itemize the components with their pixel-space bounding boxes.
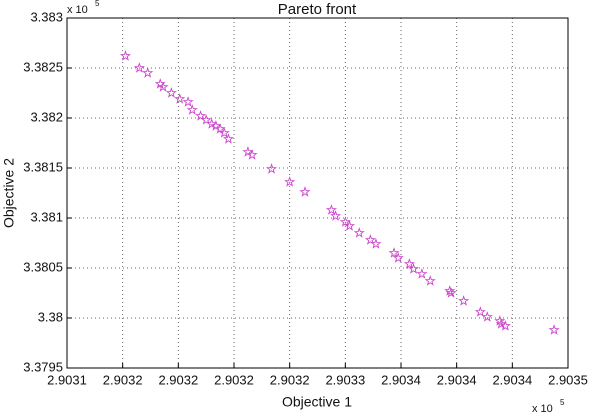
y-axis-label: Objective 2 — [1, 158, 17, 228]
x-axis-label: Objective 1 — [282, 394, 352, 410]
plot-frame — [66, 17, 569, 369]
point — [445, 287, 457, 298]
point — [407, 263, 420, 274]
point — [495, 318, 507, 329]
y-tick-label: 3.381 — [30, 209, 63, 224]
y-tick-label: 3.3795 — [23, 359, 63, 374]
point — [499, 320, 511, 331]
x-tick-label: 2.9033 — [325, 372, 365, 387]
point — [119, 50, 132, 61]
point — [195, 110, 207, 121]
x-tick-label: 2.9032 — [214, 372, 254, 387]
x-multiplier: x 10 — [532, 403, 553, 415]
point — [174, 93, 186, 104]
point — [200, 114, 212, 125]
point — [299, 186, 311, 197]
point — [481, 311, 493, 322]
point — [548, 324, 560, 335]
point — [424, 275, 436, 286]
point — [474, 306, 486, 317]
point — [157, 81, 169, 92]
point — [325, 204, 338, 215]
y-multiplier-exponent: 5 — [95, 0, 100, 8]
point — [392, 252, 404, 263]
y-tick-label: 3.38 — [38, 309, 63, 324]
x-tick-label: 2.9034 — [381, 372, 421, 387]
x-tick-label: 2.9032 — [270, 372, 310, 387]
point — [494, 315, 506, 326]
x-tick-label: 2.9034 — [492, 372, 532, 387]
x-tick-label: 2.9035 — [548, 372, 588, 387]
point — [416, 268, 428, 279]
point — [133, 62, 145, 73]
point — [339, 216, 351, 227]
point — [343, 220, 356, 231]
point — [403, 258, 415, 269]
point — [444, 285, 456, 296]
y-tick-label: 3.3825 — [23, 59, 63, 74]
x-multiplier-exponent: 5 — [560, 398, 565, 407]
x-tick-label: 2.9032 — [103, 372, 143, 387]
point — [458, 295, 470, 306]
point — [214, 123, 226, 134]
point — [218, 127, 230, 138]
x-tick-label: 2.9031 — [47, 372, 87, 387]
point — [206, 118, 218, 129]
y-tick-label: 3.383 — [30, 9, 63, 24]
point — [370, 238, 382, 249]
point — [246, 149, 258, 160]
point — [388, 247, 400, 258]
point — [182, 96, 194, 107]
x-tick-label: 2.9032 — [158, 372, 198, 387]
y-tick-label: 3.3815 — [23, 159, 63, 174]
chart-title: Pareto front — [278, 1, 357, 18]
point — [284, 176, 296, 187]
point — [142, 67, 154, 78]
y-tick-label: 3.382 — [30, 109, 63, 124]
point — [353, 227, 365, 238]
point — [242, 146, 254, 157]
point — [266, 163, 278, 174]
point — [222, 133, 235, 144]
point — [186, 104, 198, 115]
y-multiplier: x 10 — [67, 4, 88, 16]
x-tick-label: 2.9034 — [437, 372, 477, 387]
y-tick-label: 3.3805 — [23, 259, 63, 274]
point — [330, 210, 342, 221]
point — [364, 234, 376, 245]
point — [165, 87, 177, 98]
